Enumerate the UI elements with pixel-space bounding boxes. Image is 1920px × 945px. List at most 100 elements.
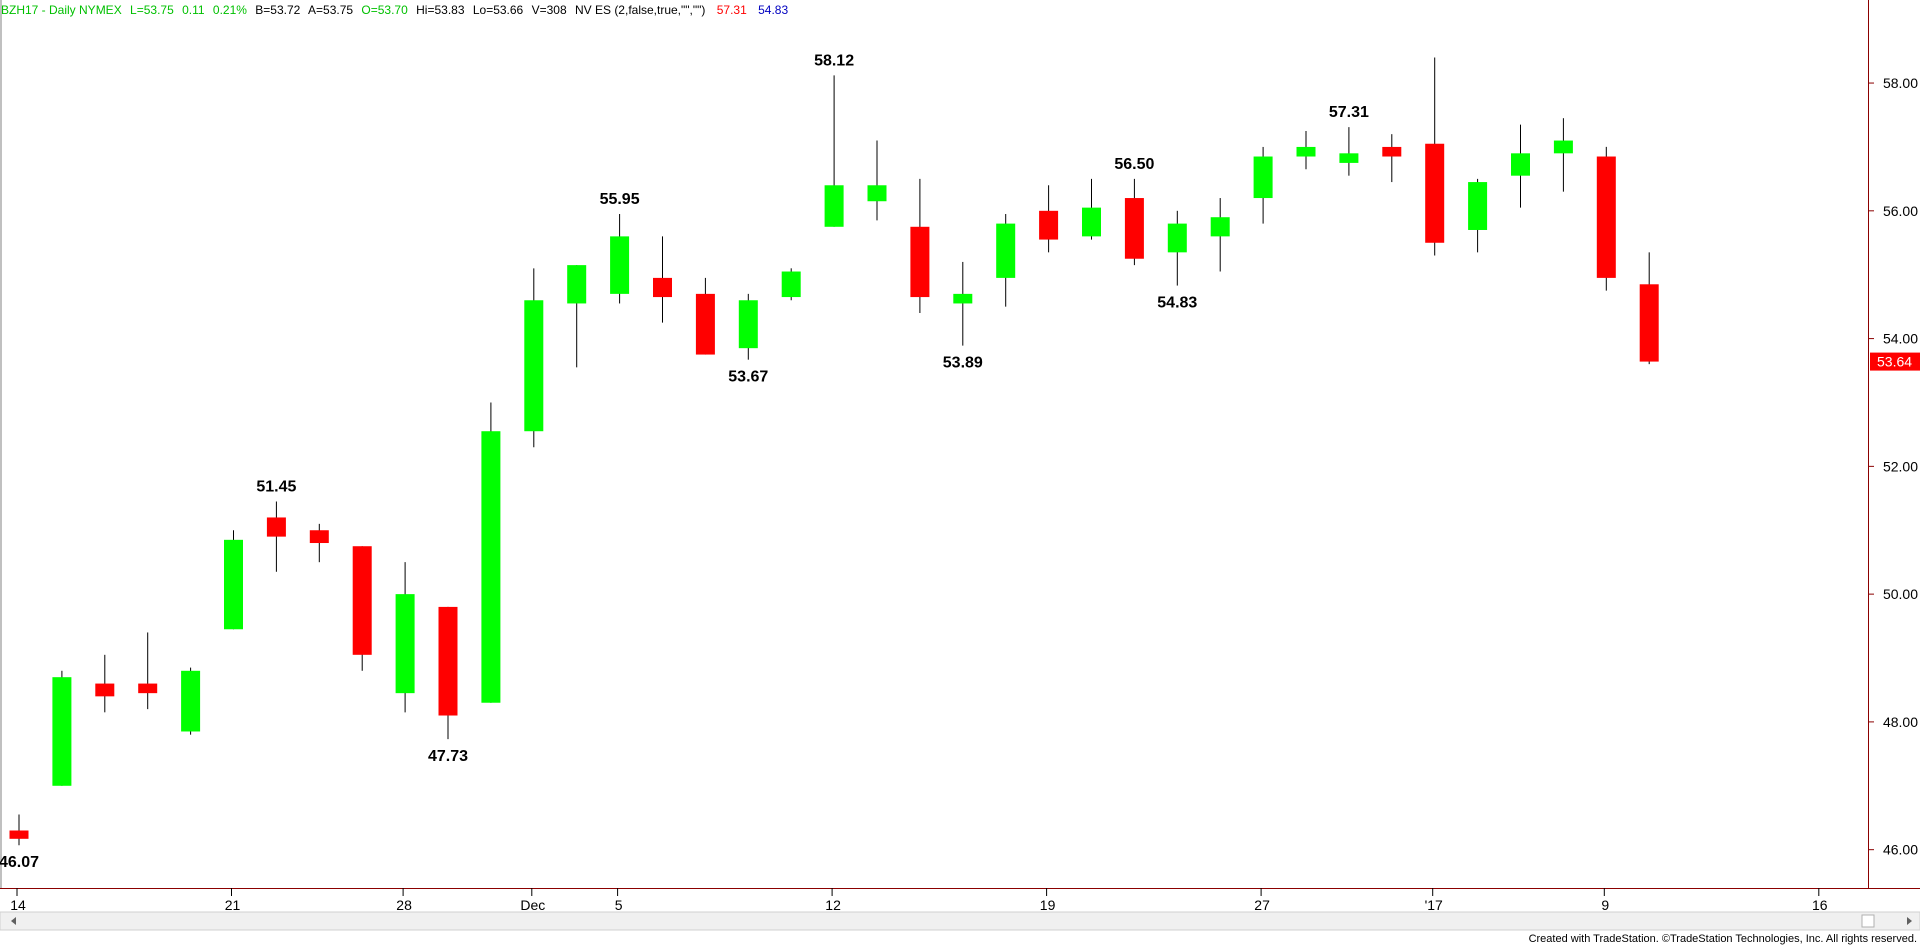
candle xyxy=(1553,118,1573,192)
candle-body xyxy=(138,683,158,694)
header-change: 0.11 xyxy=(182,3,205,17)
y-axis: 46.00 48.00 50.00 52.00 54.00 56.00 58.00 xyxy=(1868,75,1918,858)
candle-body xyxy=(1082,207,1101,237)
candle-body xyxy=(9,830,29,839)
candle xyxy=(567,265,587,368)
x-tick-label: 5 xyxy=(615,897,623,913)
candle xyxy=(395,562,415,713)
header-symbol: BZH17 - Daily NYMEX xyxy=(1,3,122,17)
x-tick-label: 9 xyxy=(1601,897,1609,913)
horizontal-scrollbar[interactable] xyxy=(0,911,1920,931)
header-change-pct: 0.21% xyxy=(213,3,247,17)
price-annotation-label: 56.50 xyxy=(1114,156,1154,173)
candle-body xyxy=(1553,140,1573,154)
last-price-marker: 53.64 xyxy=(1870,352,1920,371)
header-indicator: NV ES (2,false,true,"","") xyxy=(575,3,705,17)
candle-body xyxy=(1639,284,1659,362)
candle xyxy=(1339,127,1359,176)
candle-body xyxy=(309,530,329,544)
x-tick-label: 28 xyxy=(396,897,412,913)
scrollbar-thumb[interactable] xyxy=(1861,914,1875,928)
svg-text:BZH17 - Daily NYMEX L=53.: BZH17 - Daily NYMEX L=53.75 0.11 0.21% B… xyxy=(1,3,788,17)
candle xyxy=(695,277,715,355)
candle xyxy=(224,530,243,630)
x-tick-label: '17 xyxy=(1425,897,1443,913)
x-tick-label: 14 xyxy=(10,897,26,913)
x-axis: 14 21 28 Dec 5 12 19 27 '17 9 16 xyxy=(10,888,1828,913)
candle xyxy=(781,268,801,301)
footer-credit: Created with TradeStation. ©TradeStation… xyxy=(1529,933,1917,945)
candle-body xyxy=(481,431,501,703)
candle xyxy=(1639,252,1659,365)
candle xyxy=(9,814,29,846)
candle-body xyxy=(567,265,587,304)
candle-body xyxy=(52,677,72,786)
candle xyxy=(524,268,544,448)
candle xyxy=(1468,178,1488,253)
candle xyxy=(1596,146,1616,291)
scroll-left-arrow-icon[interactable] xyxy=(11,917,16,925)
candle xyxy=(653,236,672,323)
price-annotation-label: 58.12 xyxy=(814,52,854,69)
candle-body xyxy=(1124,198,1144,259)
candle-body xyxy=(224,539,243,630)
candle-body xyxy=(695,293,715,355)
candle xyxy=(52,670,72,786)
candle-body xyxy=(181,670,201,732)
candle xyxy=(438,606,458,740)
price-annotation-label: 51.45 xyxy=(256,478,296,495)
candle-body xyxy=(610,236,630,294)
y-tick-label: 46.00 xyxy=(1883,842,1918,858)
header-volume: V=308 xyxy=(532,3,567,17)
candle xyxy=(95,654,115,713)
header-indicator-value-2: 54.83 xyxy=(758,3,788,17)
candle-body xyxy=(910,226,930,298)
header-indicator-value-1: 57.31 xyxy=(717,3,747,17)
candle-body xyxy=(1511,153,1530,176)
last-price-label: 53.64 xyxy=(1877,354,1912,370)
candle xyxy=(1039,185,1059,253)
candle-body xyxy=(438,606,458,716)
candle-body xyxy=(352,546,372,655)
candle xyxy=(1082,178,1101,240)
candle xyxy=(352,546,372,671)
header-last: L=53.75 xyxy=(130,3,174,17)
price-annotations: 46.07 51.45 47.73 55.95 53.67 58.12 53.89 56.50… xyxy=(0,52,1369,871)
candle-body xyxy=(1039,210,1059,240)
candle xyxy=(181,667,201,735)
candle-body xyxy=(1253,156,1273,199)
header-open: O=53.70 xyxy=(361,3,408,17)
candle xyxy=(266,501,286,572)
candle-body xyxy=(95,683,115,697)
price-annotation-label: 53.67 xyxy=(728,369,768,386)
x-tick-label: 16 xyxy=(1812,897,1828,913)
candle-body xyxy=(996,223,1016,278)
candle xyxy=(910,178,930,314)
candle-body xyxy=(1339,153,1359,163)
candle xyxy=(867,140,887,221)
candle xyxy=(138,632,158,710)
x-tick-label: 19 xyxy=(1040,897,1056,913)
candle xyxy=(996,214,1016,307)
price-annotation-label: 55.95 xyxy=(600,191,640,208)
header-low: Lo=53.66 xyxy=(473,3,524,17)
candle xyxy=(1210,198,1230,272)
candle xyxy=(824,75,844,227)
candle xyxy=(738,293,758,360)
header-high: Hi=53.83 xyxy=(416,3,465,17)
x-tick-label: 27 xyxy=(1254,897,1270,913)
plot-area xyxy=(9,57,1659,846)
candle xyxy=(1425,57,1445,256)
x-tick-label: Dec xyxy=(520,897,545,913)
y-tick-label: 50.00 xyxy=(1883,586,1918,602)
scroll-right-arrow-icon[interactable] xyxy=(1907,917,1912,925)
candle-body xyxy=(1596,156,1616,278)
candle xyxy=(1511,124,1530,208)
header-bid: B=53.72 xyxy=(255,3,300,17)
price-annotation-label: 57.31 xyxy=(1329,104,1369,121)
candle-body xyxy=(524,300,544,432)
candle-body xyxy=(1167,223,1187,253)
candle xyxy=(309,523,329,563)
candle-body xyxy=(1296,146,1316,157)
